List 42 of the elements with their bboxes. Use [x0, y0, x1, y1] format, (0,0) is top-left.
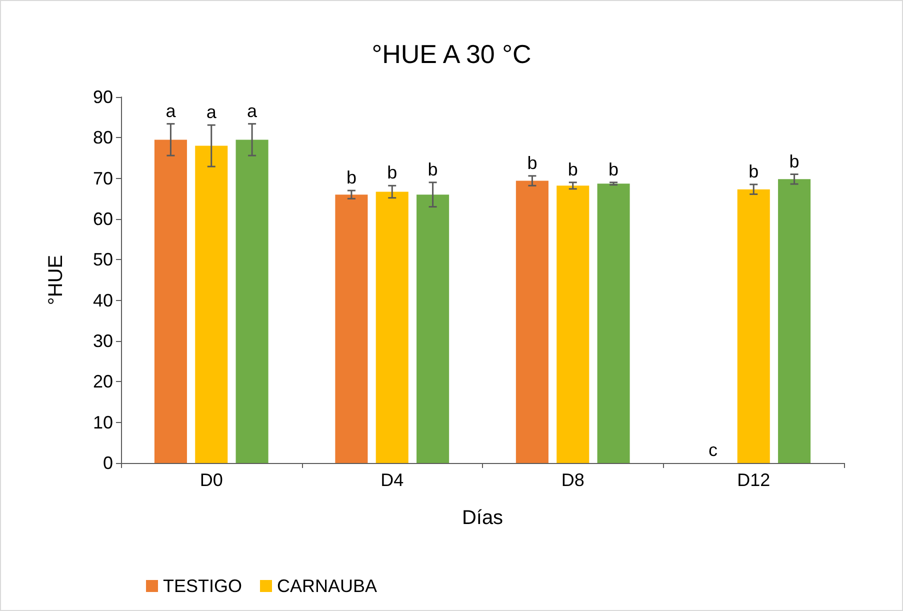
annotation: c	[708, 440, 718, 460]
x-tick-label: D0	[200, 470, 223, 490]
y-tick-label: 40	[92, 290, 113, 310]
bar	[195, 146, 228, 463]
bar	[556, 186, 590, 463]
y-tick-label: 80	[92, 128, 113, 148]
legend-label: CARNAUBA	[277, 576, 378, 596]
bar	[516, 180, 548, 463]
legend-label: TESTIGO	[163, 576, 242, 596]
bar	[737, 189, 770, 463]
y-tick-label: 20	[92, 372, 113, 392]
annotation: b	[568, 159, 578, 180]
bar	[416, 194, 450, 463]
y-tick-label: 0	[102, 453, 113, 473]
chart-title: °HUE A 30 °C	[372, 39, 532, 69]
bar	[376, 192, 408, 463]
y-tick-label: 30	[92, 331, 113, 351]
annotation: b	[346, 168, 356, 188]
y-tick-label: 50	[92, 250, 113, 270]
y-tick-label: 70	[92, 168, 113, 188]
bar	[778, 179, 811, 463]
annotation: b	[428, 159, 438, 180]
annotation: b	[789, 151, 800, 172]
bar	[154, 140, 187, 463]
annotation: b	[387, 162, 398, 183]
bar	[597, 184, 630, 463]
bar	[335, 194, 368, 463]
bar	[236, 140, 268, 463]
annotation: b	[527, 152, 538, 173]
x-tick-label: D12	[737, 470, 770, 490]
annotation: a	[206, 102, 218, 122]
annotation: a	[166, 100, 177, 121]
y-tick-label: 60	[92, 209, 113, 229]
x-tick-label: D8	[561, 470, 584, 490]
y-tick-label: 10	[92, 412, 113, 432]
x-tick-label: D4	[380, 470, 404, 490]
y-tick-label: 90	[92, 87, 113, 107]
annotation: b	[748, 161, 759, 182]
annotation: a	[247, 100, 258, 121]
y-axis-title: °HUE	[45, 254, 67, 306]
annotation: b	[608, 159, 619, 180]
x-axis-title: Días	[462, 507, 504, 529]
